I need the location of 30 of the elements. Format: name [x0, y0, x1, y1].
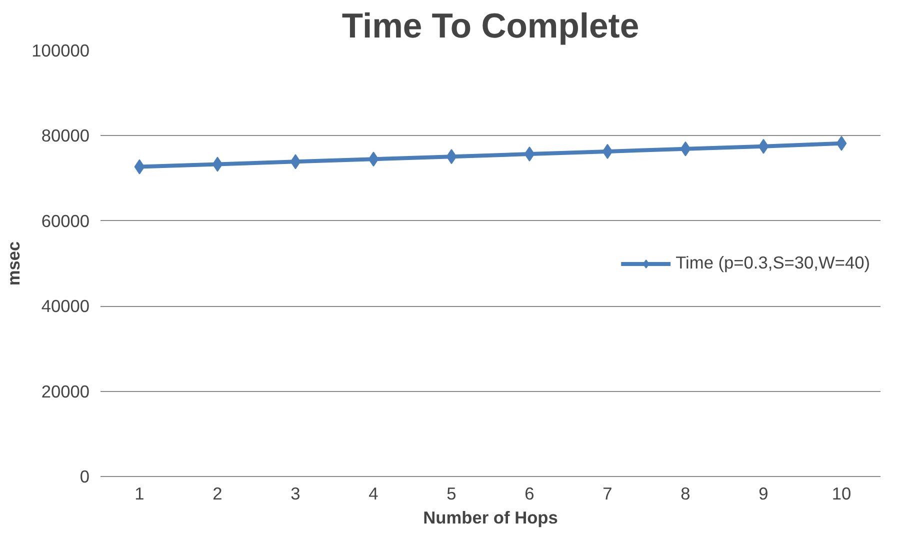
x-tick-label: 7: [602, 484, 612, 504]
x-tick-label: 5: [446, 484, 456, 504]
point: [212, 156, 223, 172]
chart-title: Time To Complete: [342, 8, 640, 46]
x-tick-label: 8: [680, 484, 690, 504]
point: [602, 144, 613, 159]
point: [758, 138, 769, 154]
point: [368, 152, 379, 167]
y-tick-label: 80000: [41, 126, 90, 146]
y-tick-label: 40000: [41, 296, 90, 316]
point: [524, 146, 535, 162]
y-tick-label: 60000: [41, 210, 90, 231]
point: [680, 141, 691, 156]
point: [290, 154, 301, 170]
x-tick-label: 3: [290, 484, 300, 504]
x-tick-label: 2: [212, 484, 222, 504]
y-tick-label: 100000: [32, 40, 90, 60]
y-axis-title: msec: [4, 240, 24, 286]
legend-label: Time (p=0.3,S=30,W=40): [676, 252, 870, 274]
x-tick-label: 1: [134, 484, 144, 504]
x-tick-label: 4: [368, 484, 379, 504]
x-tick-label: 9: [758, 484, 768, 504]
x-tick-label: 6: [524, 484, 534, 504]
point: [836, 136, 847, 151]
x-axis-title: Number of Hops: [423, 508, 558, 528]
point: [134, 159, 145, 174]
x-tick-label: 10: [832, 484, 852, 504]
y-tick-label: 20000: [41, 381, 90, 402]
y-tick-label: 0: [80, 466, 90, 486]
point: [446, 149, 457, 164]
